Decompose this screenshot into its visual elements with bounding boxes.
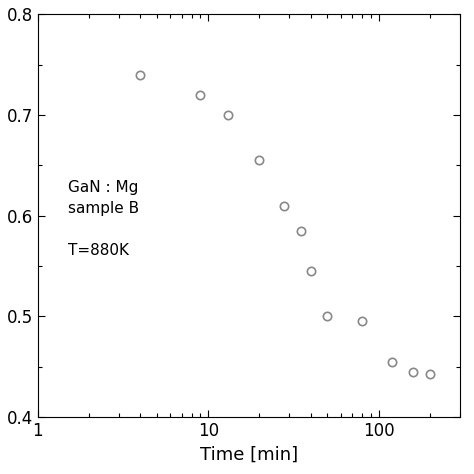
Text: GaN : Mg
sample B

T=880K: GaN : Mg sample B T=880K [68,181,139,258]
X-axis label: Time [min]: Time [min] [200,446,298,464]
